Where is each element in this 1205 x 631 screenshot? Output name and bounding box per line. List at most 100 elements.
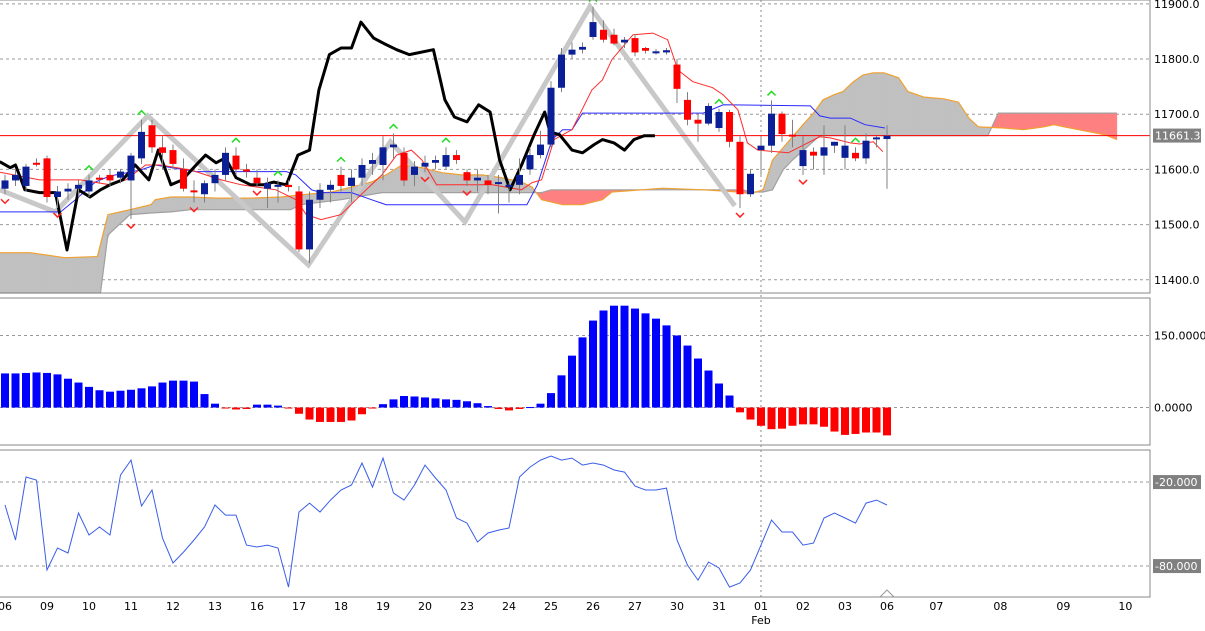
histogram-bar: [726, 396, 734, 408]
cloud-segment: [879, 73, 882, 136]
cloud-segment: [1079, 113, 1082, 130]
cloud-segment: [254, 198, 257, 210]
cloud-segment: [94, 257, 97, 293]
cloud-segment: [856, 78, 859, 135]
histogram-bar: [484, 406, 492, 407]
fractal-up-arrow-icon: [85, 166, 93, 170]
cloud-segment: [163, 198, 166, 212]
histogram-bar: [159, 383, 167, 408]
candle-down: [464, 172, 471, 180]
cloud-segment: [257, 198, 260, 210]
cloud-segment: [16, 253, 19, 293]
date-tick-label: 17: [292, 600, 306, 613]
histogram-bar: [736, 408, 744, 413]
histogram-bar: [180, 381, 188, 408]
cloud-segment: [157, 199, 160, 213]
cloud-segment: [1024, 113, 1027, 130]
candle-up: [12, 175, 19, 181]
date-tick-label: 10: [82, 600, 96, 613]
cloud-segment: [223, 198, 226, 210]
cloud-segment: [546, 191, 549, 202]
cloud-segment: [26, 253, 29, 293]
cloud-segment: [903, 84, 906, 136]
histogram-bar: [705, 371, 713, 408]
cloud-segment: [1026, 113, 1029, 129]
cloud-segment: [0, 253, 2, 293]
histogram-bar: [43, 373, 51, 408]
cloud-segment: [593, 190, 596, 202]
histogram-bar: [589, 321, 597, 408]
candle-up: [411, 167, 418, 175]
cloud-segment: [443, 173, 446, 193]
histogram-bar: [778, 408, 786, 429]
histogram-bar: [820, 408, 828, 427]
histogram-bar: [663, 325, 671, 407]
histogram-bar: [831, 408, 839, 432]
histogram-bar: [75, 383, 83, 408]
cloud-segment: [1084, 113, 1087, 131]
cloud-segment: [979, 127, 982, 136]
candle-down: [44, 158, 51, 197]
candle-up: [23, 167, 30, 186]
cloud-segment: [325, 192, 328, 201]
cloud-segment: [459, 175, 462, 193]
cloud-segment: [1034, 113, 1037, 128]
cloud-segment: [86, 257, 89, 293]
candle-up: [863, 141, 870, 159]
fractal-down-arrow-icon: [736, 213, 744, 217]
cloud-segment: [1110, 113, 1113, 138]
cloud-segment: [942, 99, 945, 136]
cloud-segment: [451, 174, 454, 193]
fractal-up-arrow-icon: [852, 138, 860, 142]
histogram-bar: [348, 408, 356, 421]
histogram-bar: [442, 399, 450, 407]
cloud-segment: [181, 197, 184, 211]
cloud-segment: [1105, 113, 1108, 136]
histogram-bar: [432, 398, 440, 407]
cloud-segment: [336, 190, 339, 200]
candle-up: [873, 137, 880, 139]
cloud-segment: [1071, 113, 1074, 129]
candle-up: [747, 174, 754, 194]
cloud-segment: [34, 253, 37, 293]
date-tick-label: 18: [334, 600, 348, 613]
histogram-bar: [400, 396, 408, 408]
cloud-segment: [42, 254, 45, 293]
cloud-segment: [940, 98, 943, 135]
cloud-segment: [913, 93, 916, 135]
candle-up: [495, 182, 502, 184]
cloud-segment: [572, 190, 575, 205]
cloud-segment: [18, 253, 21, 293]
cloud-segment: [173, 197, 176, 212]
histogram-bar: [684, 346, 692, 408]
candle-up: [527, 155, 534, 169]
histogram-bar: [715, 384, 723, 408]
cloud-segment: [220, 198, 223, 210]
cloud-segment: [391, 170, 394, 192]
cloud-segment: [585, 190, 588, 204]
candle-up: [579, 47, 586, 50]
date-tick-label: 30: [670, 600, 684, 613]
fractal-down-arrow-icon: [253, 191, 261, 195]
candle-down: [852, 153, 859, 159]
cloud-segment: [79, 257, 82, 293]
cloud-segment: [575, 190, 578, 205]
histogram-bar: [264, 405, 272, 408]
candle-up: [821, 147, 828, 155]
histogram-bar: [600, 310, 608, 407]
histogram-bar: [757, 408, 765, 426]
cloud-segment: [892, 76, 895, 136]
candle-down: [453, 155, 460, 160]
candle-down: [243, 169, 250, 171]
histogram-bar: [673, 335, 681, 407]
cloud-segment: [170, 197, 173, 212]
cloud-segment: [5, 253, 8, 293]
senkou-span-a-line: [0, 73, 1117, 258]
fractal-down-arrow-icon: [127, 224, 135, 228]
cloud-segment: [165, 198, 168, 213]
histogram-bar: [85, 387, 93, 408]
cloud-segment: [472, 175, 475, 193]
cloud-segment: [215, 198, 218, 210]
cloud-segment: [543, 191, 546, 200]
